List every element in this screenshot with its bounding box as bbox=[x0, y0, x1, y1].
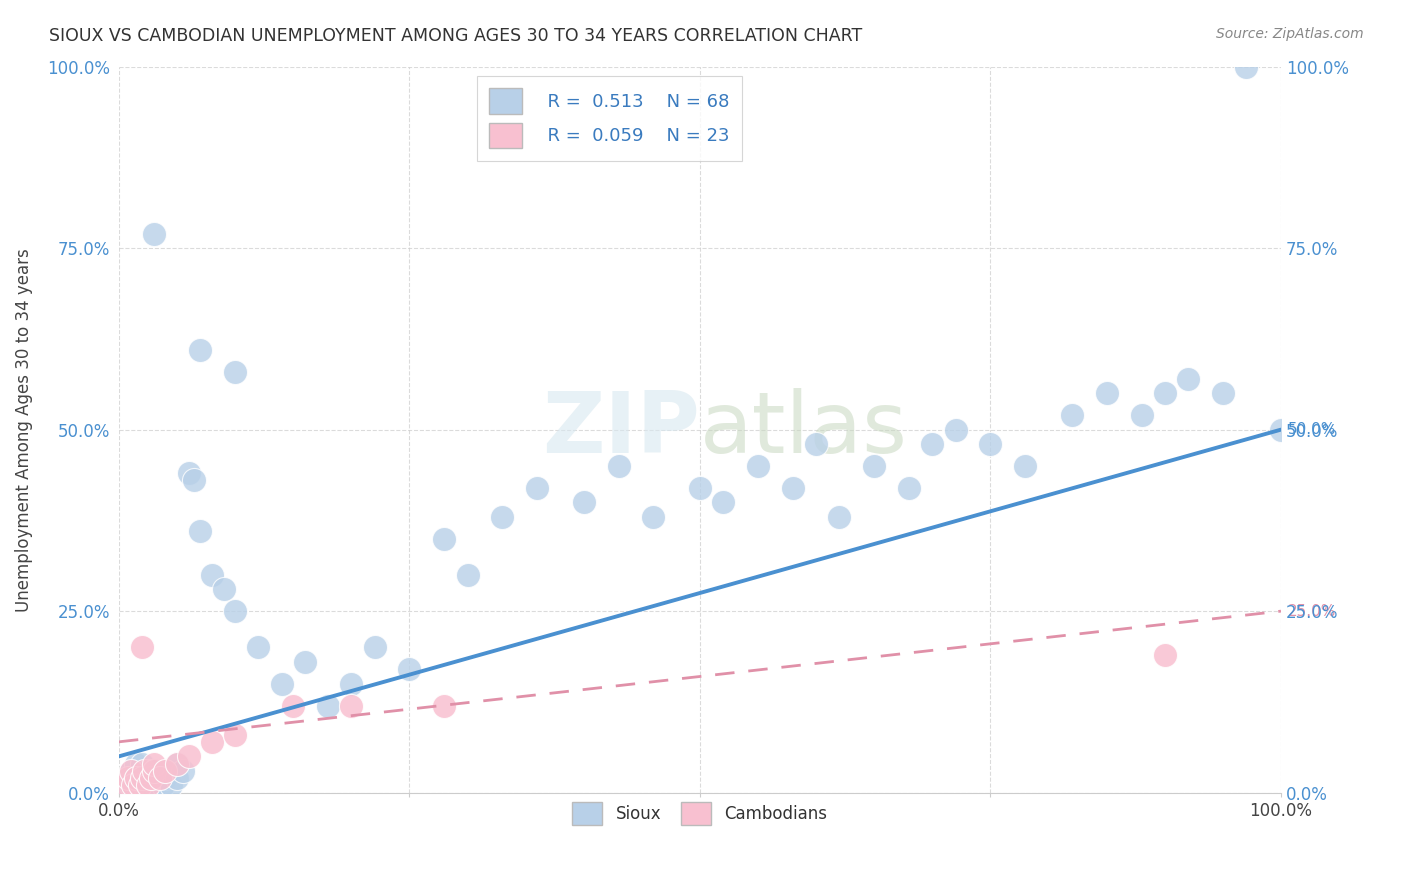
Point bbox=[128, 778, 150, 792]
Point bbox=[177, 466, 200, 480]
Point bbox=[398, 662, 420, 676]
Point bbox=[117, 771, 139, 785]
Point bbox=[1270, 423, 1292, 437]
Point bbox=[316, 698, 339, 713]
Point bbox=[1153, 648, 1175, 662]
Legend: Sioux, Cambodians: Sioux, Cambodians bbox=[562, 791, 838, 835]
Point bbox=[142, 764, 165, 778]
Point bbox=[294, 655, 316, 669]
Point bbox=[142, 756, 165, 771]
Text: 25.0%: 25.0% bbox=[1288, 604, 1336, 619]
Point bbox=[166, 771, 188, 785]
Point bbox=[340, 677, 363, 691]
Text: 50.0%: 50.0% bbox=[1288, 422, 1336, 437]
Point bbox=[607, 458, 630, 473]
Point bbox=[121, 778, 143, 792]
Point bbox=[572, 495, 595, 509]
Point bbox=[1014, 458, 1036, 473]
Point bbox=[1212, 386, 1234, 401]
Point bbox=[131, 771, 153, 785]
Point bbox=[247, 640, 270, 655]
Point bbox=[643, 509, 665, 524]
Point bbox=[125, 756, 148, 771]
Point bbox=[340, 698, 363, 713]
Point bbox=[142, 227, 165, 241]
Point bbox=[1130, 408, 1153, 422]
Point bbox=[177, 749, 200, 764]
Y-axis label: Unemployment Among Ages 30 to 34 years: Unemployment Among Ages 30 to 34 years bbox=[15, 248, 32, 612]
Point bbox=[149, 771, 172, 785]
Point bbox=[125, 771, 148, 785]
Point bbox=[141, 771, 163, 785]
Point bbox=[188, 524, 211, 539]
Point bbox=[166, 756, 188, 771]
Point bbox=[1060, 408, 1083, 422]
Point bbox=[160, 778, 183, 792]
Point bbox=[212, 582, 235, 597]
Point bbox=[131, 771, 153, 785]
Point bbox=[136, 778, 159, 792]
Point bbox=[114, 778, 136, 792]
Point bbox=[141, 778, 163, 792]
Point bbox=[125, 771, 148, 785]
Point bbox=[491, 509, 513, 524]
Point bbox=[945, 423, 967, 437]
Point bbox=[363, 640, 385, 655]
Point bbox=[457, 567, 479, 582]
Point bbox=[166, 756, 188, 771]
Point bbox=[1153, 386, 1175, 401]
Text: ZIP: ZIP bbox=[543, 388, 700, 471]
Point bbox=[155, 771, 177, 785]
Point bbox=[183, 474, 205, 488]
Point bbox=[283, 698, 305, 713]
Point bbox=[711, 495, 734, 509]
Point bbox=[120, 764, 142, 778]
Point bbox=[863, 458, 886, 473]
Point bbox=[142, 764, 165, 778]
Point bbox=[172, 764, 194, 778]
Point bbox=[804, 437, 827, 451]
Point bbox=[114, 778, 136, 792]
Point bbox=[201, 735, 224, 749]
Point bbox=[149, 771, 172, 785]
Point bbox=[155, 764, 177, 778]
Point bbox=[898, 481, 921, 495]
Point bbox=[142, 771, 165, 785]
Point bbox=[1095, 386, 1118, 401]
Point bbox=[121, 778, 143, 792]
Point bbox=[145, 778, 167, 792]
Point bbox=[120, 778, 142, 792]
Point bbox=[224, 604, 246, 618]
Point bbox=[155, 764, 177, 778]
Point bbox=[1234, 60, 1257, 74]
Point bbox=[1177, 372, 1199, 386]
Point bbox=[224, 365, 246, 379]
Text: SIOUX VS CAMBODIAN UNEMPLOYMENT AMONG AGES 30 TO 34 YEARS CORRELATION CHART: SIOUX VS CAMBODIAN UNEMPLOYMENT AMONG AG… bbox=[49, 27, 862, 45]
Point bbox=[921, 437, 943, 451]
Point bbox=[689, 481, 711, 495]
Point bbox=[134, 778, 156, 792]
Point bbox=[136, 764, 159, 778]
Text: Source: ZipAtlas.com: Source: ZipAtlas.com bbox=[1216, 27, 1364, 41]
Point bbox=[117, 771, 139, 785]
Point bbox=[152, 778, 174, 792]
Point bbox=[828, 509, 851, 524]
Point bbox=[136, 771, 159, 785]
Point bbox=[747, 458, 769, 473]
Point bbox=[188, 343, 211, 357]
Point bbox=[120, 764, 142, 778]
Point bbox=[270, 677, 292, 691]
Point bbox=[131, 756, 153, 771]
Point bbox=[782, 481, 804, 495]
Point bbox=[433, 532, 456, 546]
Point bbox=[134, 764, 156, 778]
Point bbox=[979, 437, 1001, 451]
Point bbox=[526, 481, 548, 495]
Point bbox=[224, 728, 246, 742]
Point bbox=[131, 640, 153, 655]
Point bbox=[128, 778, 150, 792]
Text: atlas: atlas bbox=[700, 388, 908, 471]
Point bbox=[433, 698, 456, 713]
Point bbox=[201, 567, 224, 582]
